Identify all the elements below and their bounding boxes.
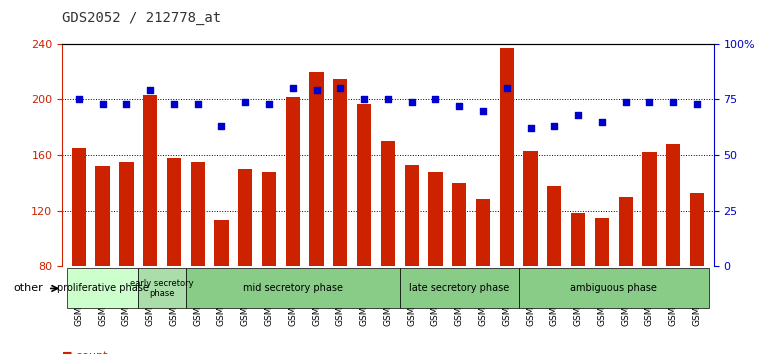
Point [548, 123, 561, 129]
Bar [690, 193, 704, 354]
Bar [190, 162, 205, 354]
Text: ■ count: ■ count [62, 351, 107, 354]
Point [144, 88, 156, 93]
Text: early secretory
phase: early secretory phase [130, 279, 194, 298]
Bar [404, 165, 419, 354]
Bar [594, 218, 609, 354]
Point [72, 97, 85, 102]
Text: proliferative phase: proliferative phase [57, 284, 149, 293]
Text: mid secretory phase: mid secretory phase [243, 284, 343, 293]
Bar [119, 162, 133, 354]
Point [120, 101, 132, 107]
Point [620, 99, 632, 104]
Point [382, 97, 394, 102]
Point [453, 103, 465, 109]
Point [286, 85, 299, 91]
Point [643, 99, 655, 104]
Bar [214, 220, 229, 354]
Text: late secretory phase: late secretory phase [409, 284, 510, 293]
Bar [143, 95, 157, 354]
Point [216, 123, 228, 129]
Bar [547, 185, 561, 354]
FancyBboxPatch shape [186, 268, 400, 308]
Bar [666, 144, 681, 354]
Point [263, 101, 275, 107]
Text: ambiguous phase: ambiguous phase [571, 284, 658, 293]
Bar [452, 183, 467, 354]
Bar [72, 148, 86, 354]
Bar [357, 104, 371, 354]
Bar [286, 97, 300, 354]
Point [168, 101, 180, 107]
Bar [571, 213, 585, 354]
Text: other: other [13, 284, 43, 293]
Point [239, 99, 252, 104]
Point [96, 101, 109, 107]
Bar [500, 48, 514, 354]
Text: GDS2052 / 212778_at: GDS2052 / 212778_at [62, 11, 221, 25]
Bar [262, 172, 276, 354]
Bar [381, 141, 395, 354]
Point [500, 85, 513, 91]
Bar [167, 158, 181, 354]
Point [406, 99, 418, 104]
Point [310, 88, 323, 93]
Bar [618, 197, 633, 354]
FancyBboxPatch shape [139, 268, 186, 308]
Point [596, 119, 608, 125]
Bar [524, 151, 537, 354]
Point [524, 125, 537, 131]
Point [192, 101, 204, 107]
Bar [333, 79, 347, 354]
Bar [428, 172, 443, 354]
Bar [238, 169, 253, 354]
Point [691, 101, 703, 107]
Point [358, 97, 370, 102]
Bar [95, 166, 110, 354]
Bar [310, 72, 323, 354]
Bar [476, 199, 490, 354]
FancyBboxPatch shape [519, 268, 709, 308]
Point [572, 112, 584, 118]
Point [477, 108, 489, 113]
FancyBboxPatch shape [67, 268, 139, 308]
FancyBboxPatch shape [400, 268, 519, 308]
Point [334, 85, 346, 91]
Bar [642, 152, 657, 354]
Point [667, 99, 679, 104]
Point [430, 97, 442, 102]
